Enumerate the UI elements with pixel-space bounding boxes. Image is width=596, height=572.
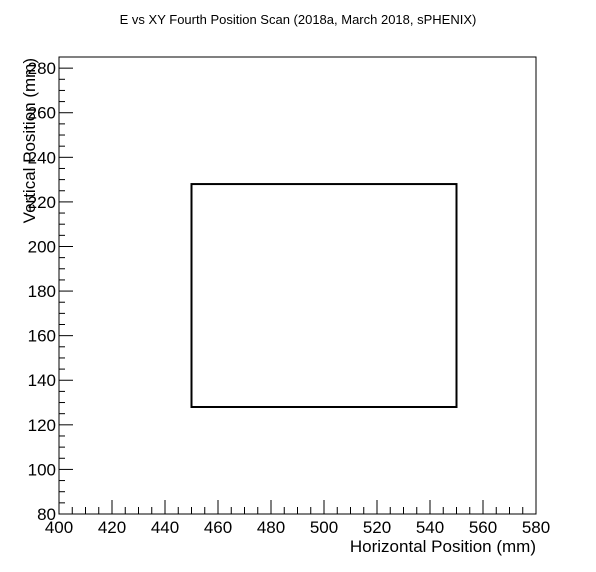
y-tick-label: 200 — [28, 237, 56, 256]
x-tick-label: 420 — [98, 518, 126, 537]
plot-border — [58, 56, 537, 515]
y-tick-label: 120 — [28, 416, 56, 435]
y-tick-label: 140 — [28, 371, 56, 390]
x-tick-label: 440 — [151, 518, 179, 537]
y-minor-ticks — [59, 56, 65, 504]
x-major-ticks — [58, 500, 537, 514]
y-tick-label: 260 — [28, 104, 56, 123]
y-tick-label: 160 — [28, 327, 56, 346]
y-tick-label: 100 — [28, 460, 56, 479]
x-tick-label: 480 — [257, 518, 285, 537]
data-shapes — [190, 183, 458, 408]
x-tick-label: 520 — [363, 518, 391, 537]
y-tick-label: 240 — [28, 148, 56, 167]
x-tick-labels: 400 420 440 460 480 500 520 540 560 580 — [45, 518, 550, 537]
y-tick-label: 280 — [28, 59, 56, 78]
x-tick-label: 500 — [310, 518, 338, 537]
y-tick-label: 220 — [28, 193, 56, 212]
y-tick-label: 180 — [28, 282, 56, 301]
scan-region-rectangle — [190, 183, 458, 408]
x-axis-title: Horizontal Position (mm) — [350, 537, 536, 556]
y-tick-label: 80 — [37, 505, 56, 524]
y-axis-title: Vertical Position (mm) — [20, 58, 39, 223]
y-major-ticks — [59, 67, 73, 515]
x-tick-label: 400 — [45, 518, 73, 537]
y-tick-labels: 80 100 120 140 160 180 200 220 240 260 280 — [28, 59, 56, 524]
x-tick-label: 460 — [204, 518, 232, 537]
x-tick-label: 580 — [522, 518, 550, 537]
plot-frame — [58, 56, 537, 515]
chart-title: E vs XY Fourth Position Scan (2018a, Mar… — [120, 12, 477, 27]
x-tick-label: 540 — [416, 518, 444, 537]
x-tick-label: 560 — [469, 518, 497, 537]
x-minor-ticks — [71, 507, 524, 514]
